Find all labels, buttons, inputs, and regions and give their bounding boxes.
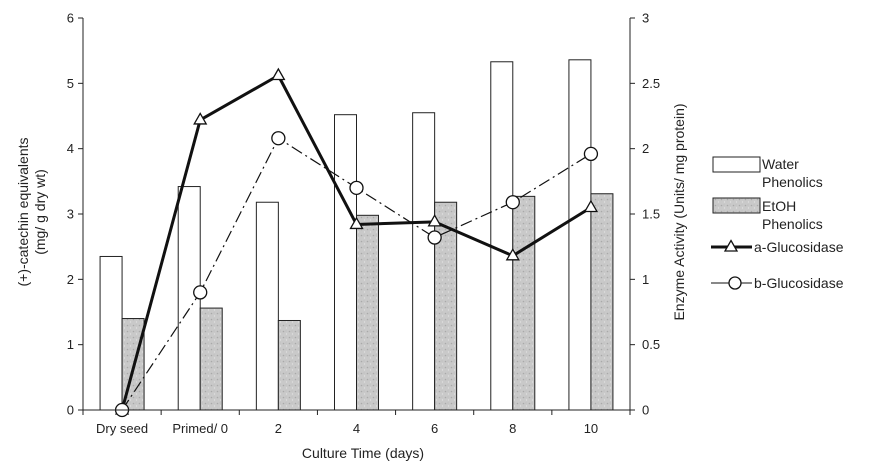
left-tick-label-2: 2 bbox=[67, 272, 74, 287]
legend-label-water-line-1: Water bbox=[762, 156, 799, 172]
right-axis-label: Enzyme Activity (Units/ mg protein) bbox=[671, 103, 687, 320]
x-tick-label-4: 6 bbox=[431, 421, 438, 436]
x-tick-label-3: 4 bbox=[353, 421, 360, 436]
x-tick-label-0: Dry seed bbox=[96, 421, 148, 436]
left-axis-label-line-1: (+)-catechin equivalents bbox=[15, 137, 31, 286]
point-a-glucosidase-5 bbox=[505, 248, 520, 261]
bar-water-phenolics-4 bbox=[412, 112, 436, 411]
x-axis-title: Culture Time (days) bbox=[302, 445, 424, 461]
x-tick-label-6: 10 bbox=[584, 421, 598, 436]
bar-etoh-phenolics-6 bbox=[590, 193, 614, 411]
right-tick-label-2.5: 2.5 bbox=[642, 76, 660, 91]
left-tick-label-4: 4 bbox=[67, 141, 74, 156]
point-a-glucosidase-3 bbox=[349, 216, 364, 230]
point-a-glucosidase-6 bbox=[583, 199, 599, 213]
legend-label-water-line-2: Phenolics bbox=[762, 174, 823, 190]
left-tick-label-0: 0 bbox=[67, 403, 74, 418]
left-tick-label-3: 3 bbox=[67, 207, 74, 222]
right-tick-label-1.5: 1.5 bbox=[642, 207, 660, 222]
bar-water-phenolics-5 bbox=[490, 61, 514, 411]
left-tick-label-6: 6 bbox=[67, 11, 74, 26]
legend: Water Phenolics EtOH Phenolics a-Glucosi… bbox=[711, 156, 844, 291]
x-axis-label: Culture Time (days) bbox=[302, 445, 424, 461]
point-b-glucosidase-4 bbox=[427, 230, 442, 245]
right-tick-label-2: 2 bbox=[642, 141, 649, 156]
right-tick-label-0: 0 bbox=[642, 403, 649, 418]
point-a-glucosidase-4 bbox=[427, 214, 442, 227]
point-b-glucosidase-2 bbox=[271, 131, 286, 146]
point-b-glucosidase-5 bbox=[505, 195, 520, 210]
point-b-glucosidase-1 bbox=[193, 285, 208, 300]
legend-label-etoh-line-1: EtOH bbox=[762, 198, 796, 214]
point-b-glucosidase-3 bbox=[349, 180, 364, 196]
left-axis-title: (+)-catechin equivalents (mg/ g dry wt) bbox=[15, 137, 48, 286]
legend-label-b-glucosidase: b-Glucosidase bbox=[754, 275, 844, 291]
legend-swatch-water-phenolics bbox=[712, 156, 761, 173]
legend-label-a-glucosidase: a-Glucosidase bbox=[754, 239, 844, 255]
left-tick-label-5: 5 bbox=[67, 76, 74, 91]
left-tick-label-1: 1 bbox=[67, 337, 74, 352]
legend-swatch-etoh-phenolics bbox=[712, 197, 761, 214]
bar-etoh-phenolics-3 bbox=[356, 214, 379, 411]
bar-water-phenolics-2 bbox=[255, 201, 279, 411]
bar-etoh-phenolics-1 bbox=[199, 307, 223, 411]
x-tick-label-1: Primed/ 0 bbox=[172, 421, 228, 436]
bar-water-phenolics-0 bbox=[99, 255, 123, 411]
bar-water-phenolics-6 bbox=[568, 59, 592, 411]
legend-label-etoh-line-2: Phenolics bbox=[762, 216, 823, 232]
right-axis-title: Enzyme Activity (Units/ mg protein) bbox=[671, 103, 687, 320]
x-tick-label-2: 2 bbox=[275, 421, 282, 436]
x-tick-label-5: 8 bbox=[509, 421, 516, 436]
point-a-glucosidase-2 bbox=[271, 67, 286, 81]
right-tick-label-0.5: 0.5 bbox=[642, 337, 660, 352]
bar-etoh-phenolics-5 bbox=[512, 195, 536, 411]
legend-marker-circle bbox=[728, 276, 742, 290]
point-b-glucosidase-6 bbox=[583, 146, 599, 162]
legend-marker-triangle bbox=[723, 239, 739, 252]
right-tick-label-3: 3 bbox=[642, 11, 649, 26]
plot-area: 0 1 2 3 4 5 6 0 0.5 1 1.5 2 2.5 3 Dry seed Primed/ 0 2 4 6… bbox=[67, 11, 660, 437]
left-axis-label-line-2: (mg/ g dry wt) bbox=[32, 169, 48, 255]
point-a-glucosidase-1 bbox=[193, 112, 208, 125]
bar-etoh-phenolics-2 bbox=[277, 319, 301, 411]
right-tick-label-1: 1 bbox=[642, 272, 649, 287]
bar-water-phenolics-3 bbox=[334, 114, 357, 411]
